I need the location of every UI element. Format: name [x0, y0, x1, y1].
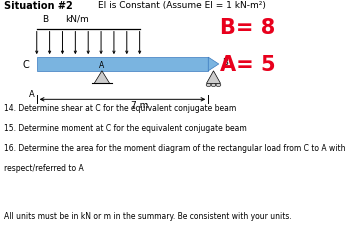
Text: EI is Constant (Assume EI = 1 kN-m²): EI is Constant (Assume EI = 1 kN-m²) — [98, 1, 266, 10]
Polygon shape — [206, 72, 220, 84]
Text: Situation #2: Situation #2 — [4, 1, 72, 11]
Bar — [37, 58, 208, 72]
Circle shape — [206, 84, 211, 87]
Text: C: C — [23, 60, 30, 70]
Circle shape — [211, 84, 216, 87]
Text: All units must be in kN or m in the summary. Be consistent with your units.: All units must be in kN or m in the summ… — [4, 211, 291, 220]
Text: kN/m: kN/m — [65, 15, 89, 24]
Text: 7 m: 7 m — [131, 101, 149, 110]
Text: respect/referred to A: respect/referred to A — [4, 163, 83, 172]
Text: B: B — [42, 15, 49, 24]
Text: A= 5: A= 5 — [220, 54, 276, 74]
Text: B= 8: B= 8 — [220, 18, 276, 38]
Text: 16. Determine the area for the moment diagram of the rectangular load from C to : 16. Determine the area for the moment di… — [4, 143, 345, 152]
Text: B: B — [222, 58, 228, 67]
Circle shape — [216, 84, 221, 87]
Text: 15. Determine moment at C for the equivalent conjugate beam: 15. Determine moment at C for the equiva… — [4, 123, 246, 132]
Polygon shape — [208, 58, 219, 72]
Polygon shape — [94, 72, 110, 84]
Text: A: A — [29, 90, 35, 99]
Text: A: A — [99, 60, 105, 69]
Text: 14. Determine shear at C for the equivalent conjugate beam: 14. Determine shear at C for the equival… — [4, 103, 236, 112]
